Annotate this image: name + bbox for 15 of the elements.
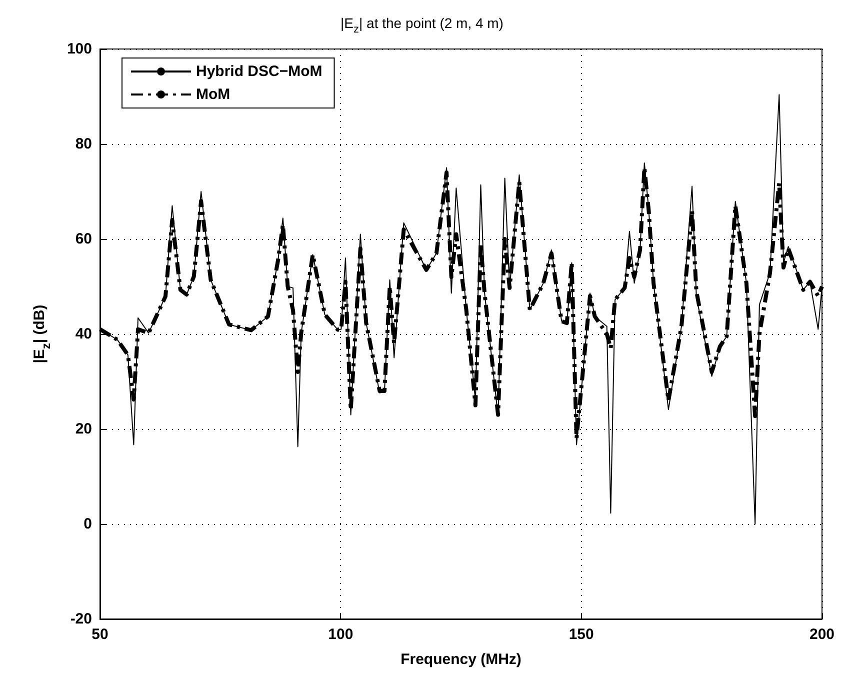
legend-label: Hybrid DSC−MoM [196, 63, 322, 80]
y-tick-label: 20 [75, 420, 92, 438]
y-axis-title: |Ez| (dB) [31, 304, 53, 364]
y-tick-label: 60 [75, 230, 92, 248]
x-tick-label: 200 [809, 626, 835, 643]
x-axis-title: Frequency (MHz) [400, 651, 522, 668]
x-tick-label: 150 [568, 626, 594, 643]
y-tick-label: -20 [70, 610, 92, 628]
legend-label: MoM [196, 86, 230, 103]
y-tick-label: 80 [75, 136, 92, 152]
x-tick-label: 50 [92, 626, 108, 643]
y-tick-label: 40 [75, 326, 92, 342]
x-tick-label: 100 [328, 626, 354, 643]
y-tick-label: 100 [66, 40, 92, 58]
y-tick-label: 0 [84, 516, 92, 532]
